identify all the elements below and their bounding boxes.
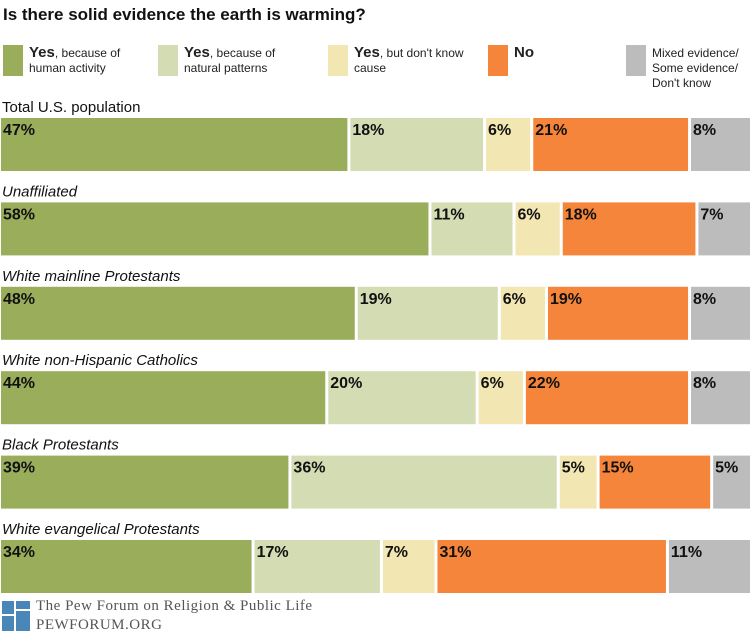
group-label: White non-Hispanic Catholics [2,352,198,369]
group-label: Unaffiliated [2,183,78,200]
legend-label-rest: , because of natural patterns [184,46,276,75]
bar-segment [431,202,513,256]
stacked-bar-chart: Total U.S. population 47% 18% 6% 21% 8% Unaffi… [1,99,750,593]
bar-segment [562,202,696,256]
chart-title: Is there solid evidence the earth is war… [3,5,366,24]
bar-value-label: 18% [565,206,597,223]
bar-value-label: 19% [360,291,392,308]
bar-value-label: 58% [3,206,35,223]
bar-segment [500,286,546,340]
legend-label-rest: , because of human activity [29,46,121,75]
legend-label-mixed: Mixed evidence/ Some evidence/ Don't kno… [652,45,752,91]
bar-value-label: 44% [3,375,35,392]
bar-value-label: 6% [503,291,526,308]
bar-value-label: 7% [700,206,723,223]
logo-block [16,611,30,631]
bar-segment [691,286,750,340]
bar-segment [1,455,289,509]
bar-segment [1,202,429,256]
legend-label-rest: Mixed evidence/ Some evidence/ Don't kno… [652,46,739,90]
group-label: White evangelical Protestants [2,521,200,538]
bar-value-label: 48% [3,291,35,308]
bar-segment [599,455,711,509]
bar-value-label: 8% [693,375,716,392]
bar-segment [1,118,348,171]
group-label: Black Protestants [2,437,119,454]
bar-value-label: 11% [433,206,464,223]
logo-block [2,601,14,614]
bar-segment [548,286,689,340]
group-label: Total U.S. population [2,99,140,116]
bar-segment [713,455,750,509]
bar-value-label: 39% [3,460,35,477]
bar-value-label: 47% [3,122,35,139]
legend-label-bold: Yes [354,44,380,61]
bar-segment [559,455,597,509]
bar-value-label: 5% [562,460,585,477]
bar-value-label: 19% [550,291,582,308]
bar-value-label: 6% [481,375,504,392]
bar-value-label: 18% [352,122,384,139]
legend-label-rest: , but don't know cause [354,46,464,75]
legend-label-no: No [514,45,642,61]
bar-value-label: 5% [715,460,738,477]
group-label: White mainline Protestants [2,268,181,285]
legend-label-natural-patterns: Yes, because of natural patterns [184,45,312,76]
bar-value-label: 36% [293,460,325,477]
organization-url: PEWFORUM.ORG [36,617,163,633]
legend-label-bold: Yes [184,44,210,61]
bar-value-label: 34% [3,544,35,561]
bar-value-label: 22% [528,375,560,392]
bar-segment [691,118,750,171]
bar-segment [1,371,326,425]
bar-value-label: 11% [671,544,702,561]
bar-value-label: 8% [693,291,716,308]
logo-block [16,601,30,609]
bar-segment [291,455,557,509]
bar-value-label: 31% [439,544,471,561]
legend-swatch-human-activity [3,45,23,76]
bar-value-label: 7% [385,544,408,561]
bar-segment [357,286,498,340]
bar-segment [533,118,689,171]
pew-logo-icon [2,601,30,631]
bar-value-label: 15% [602,460,634,477]
legend-label-human-activity: Yes, because of human activity [29,45,157,76]
legend-label-bold: Yes [29,44,55,61]
legend-swatch-unknown-cause [328,45,348,76]
legend-label-bold: No [514,44,534,61]
bar-value-label: 8% [693,122,716,139]
legend-swatch-natural-patterns [158,45,178,76]
bar-value-label: 21% [535,122,567,139]
bar-segment [1,286,355,340]
bar-segment [515,202,560,256]
bar-segment [668,540,750,593]
bar-segment [525,371,689,425]
organization-name: The Pew Forum on Religion & Public Life [36,598,313,614]
bar-value-label: 6% [488,122,511,139]
bar-segment [478,371,523,425]
bar-segment [328,371,476,425]
bar-segment [486,118,531,171]
bar-value-label: 20% [330,375,362,392]
bar-segment [437,540,666,593]
bar-segment [698,202,750,256]
bar-segment [350,118,484,171]
bar-segment [691,371,750,425]
legend-label-unknown-cause: Yes, but don't know cause [354,45,464,76]
bar-segment [1,540,252,593]
logo-block [2,616,14,631]
legend-swatch-mixed [626,45,646,76]
footer: The Pew Forum on Religion & Public Life … [2,598,422,638]
bar-value-label: 6% [518,206,541,223]
legend-swatch-no [488,45,508,76]
bar-value-label: 17% [257,544,289,561]
bar-segment [382,540,435,593]
bar-segment [254,540,380,593]
